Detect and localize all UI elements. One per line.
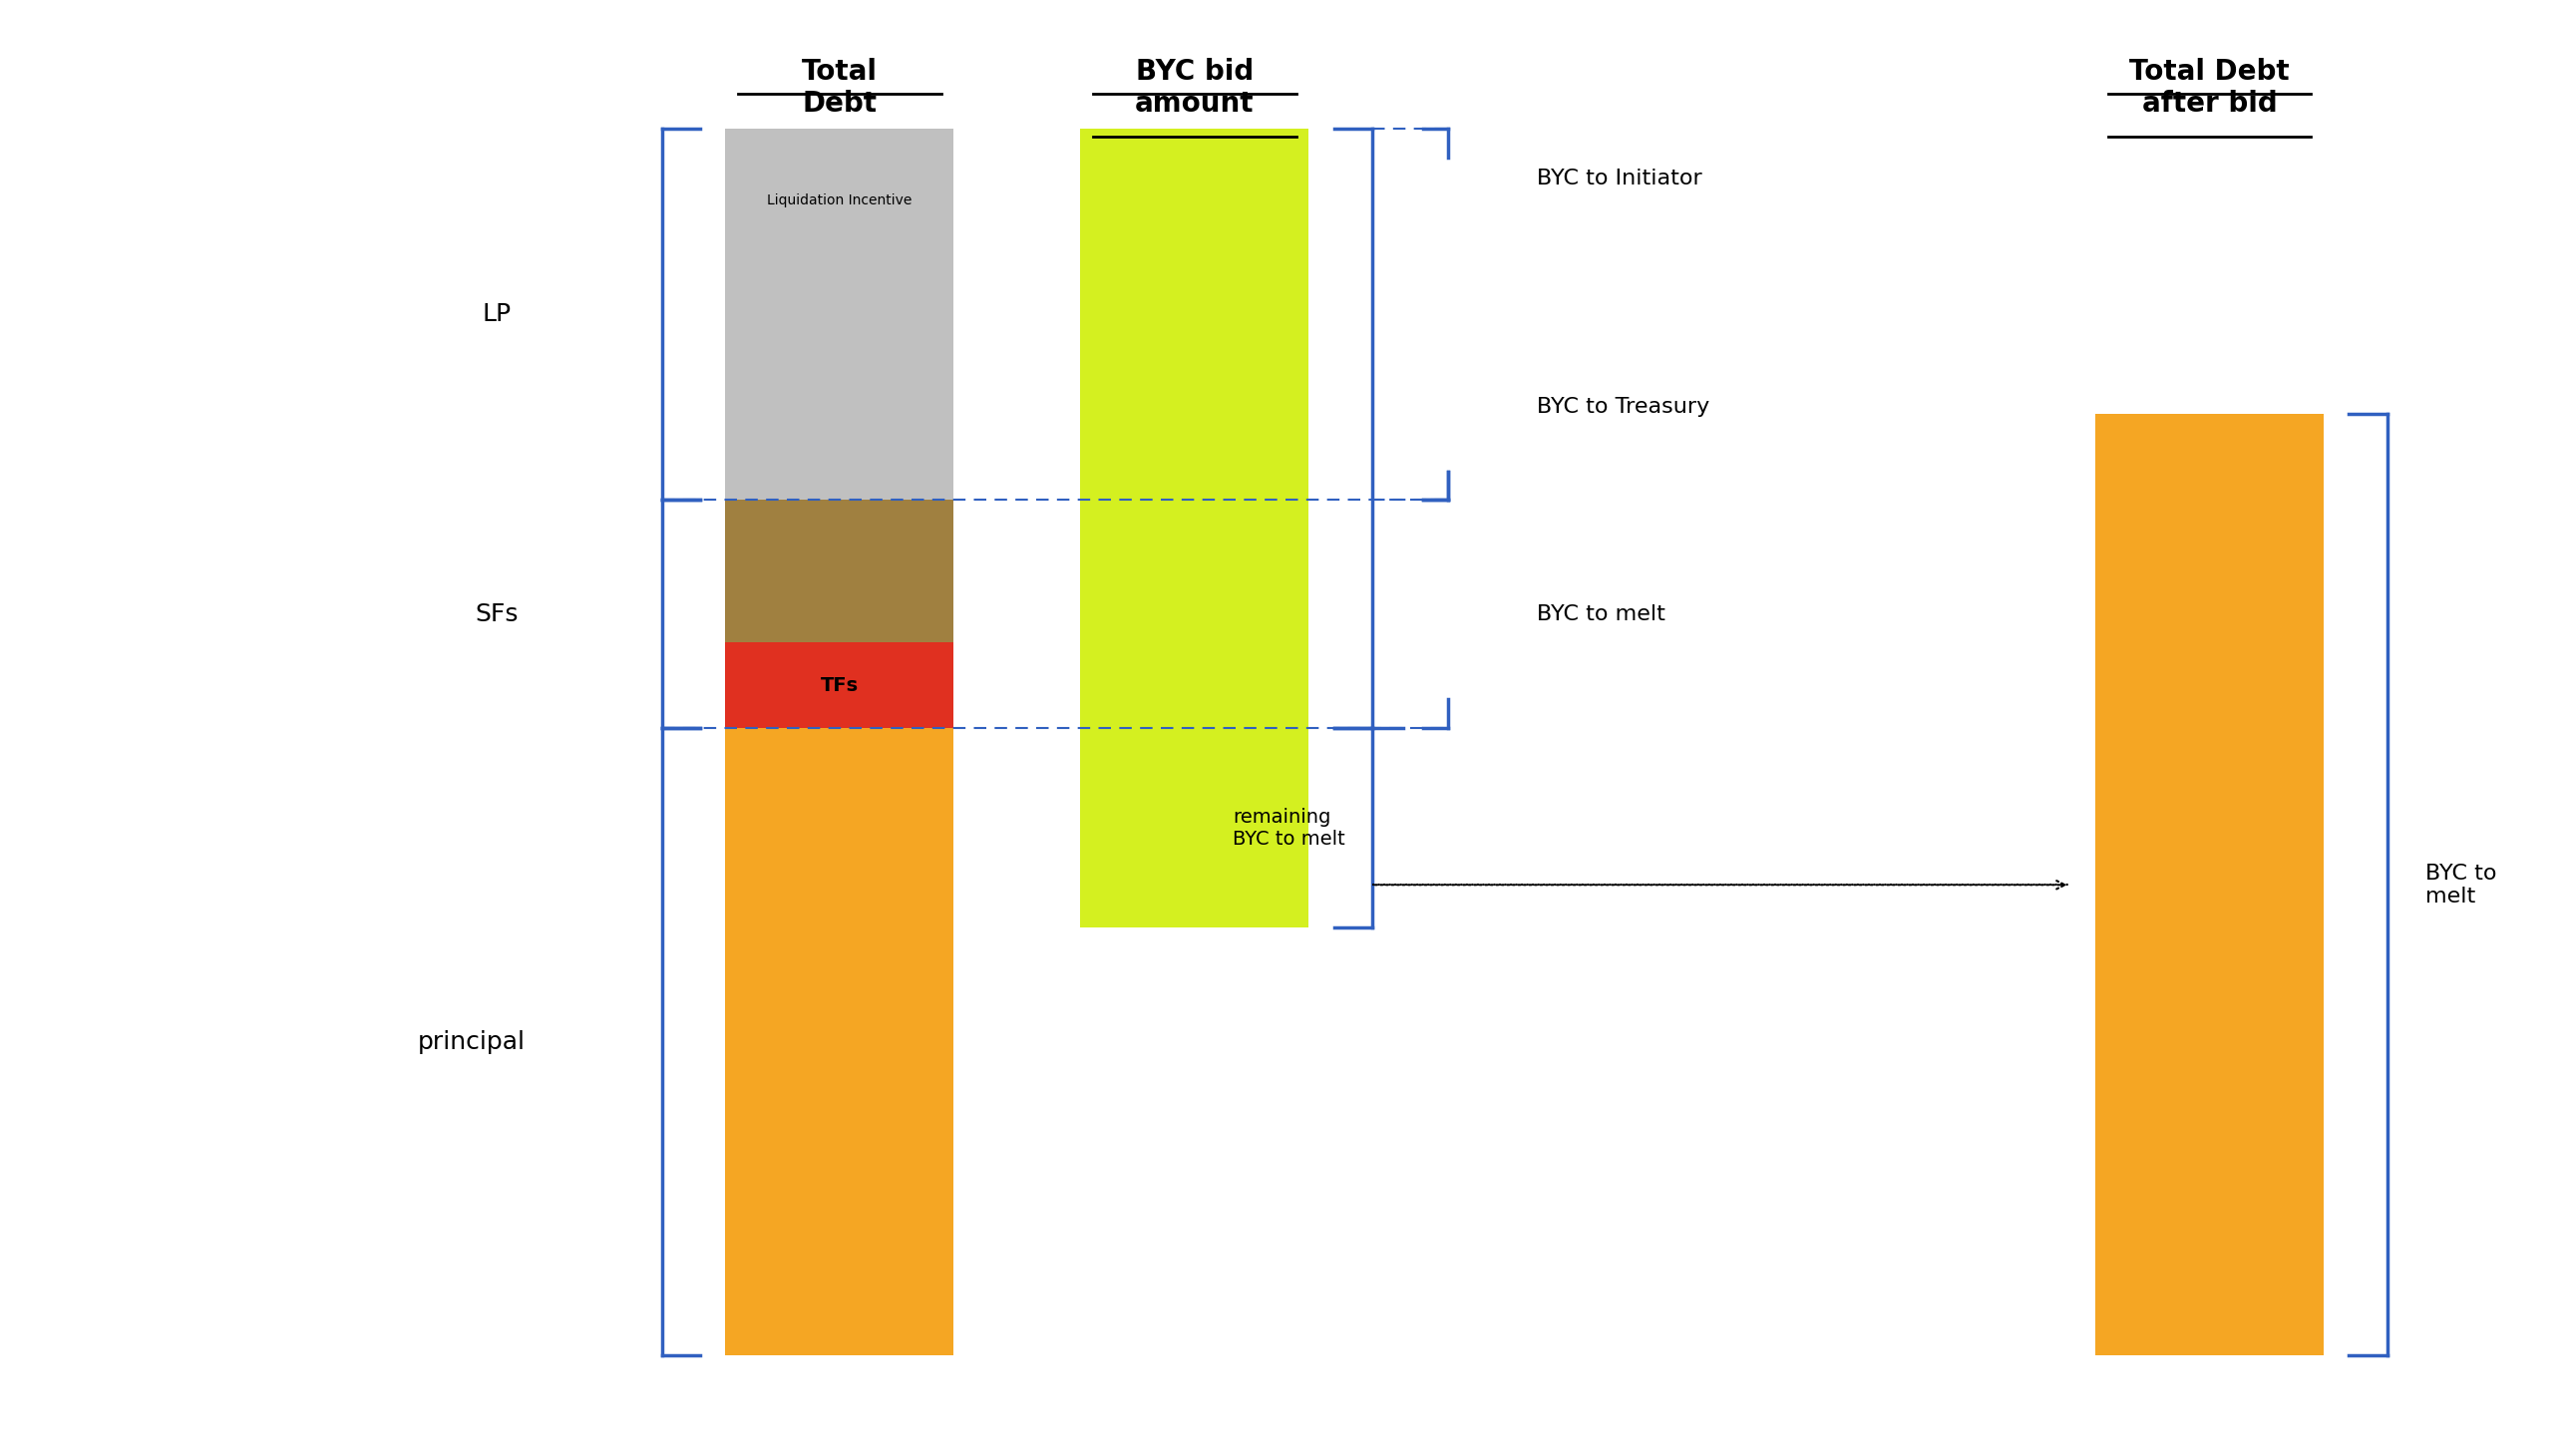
FancyBboxPatch shape <box>726 642 955 728</box>
FancyBboxPatch shape <box>726 272 955 499</box>
Text: BYC to Treasury: BYC to Treasury <box>1538 397 1710 416</box>
Text: BYC bid
amount: BYC bid amount <box>1135 58 1255 118</box>
Text: SFs: SFs <box>475 601 519 626</box>
FancyBboxPatch shape <box>726 499 955 728</box>
Text: BYC to melt: BYC to melt <box>1538 604 1666 623</box>
Text: TFs: TFs <box>821 676 857 695</box>
Text: Liquidation Incentive: Liquidation Incentive <box>768 194 911 207</box>
Text: BYC to Initiator: BYC to Initiator <box>1538 169 1702 189</box>
FancyBboxPatch shape <box>2095 415 2323 1356</box>
Text: BYC to
melt: BYC to melt <box>2426 863 2498 907</box>
FancyBboxPatch shape <box>726 130 955 272</box>
Text: principal: principal <box>418 1029 526 1054</box>
Text: Total Debt
after bid: Total Debt after bid <box>2131 58 2290 118</box>
FancyBboxPatch shape <box>1081 130 1309 927</box>
Text: LP: LP <box>483 303 511 326</box>
FancyBboxPatch shape <box>726 728 955 1356</box>
Text: Total
Debt: Total Debt <box>801 58 878 118</box>
Text: remaining
BYC to melt: remaining BYC to melt <box>1232 808 1345 849</box>
